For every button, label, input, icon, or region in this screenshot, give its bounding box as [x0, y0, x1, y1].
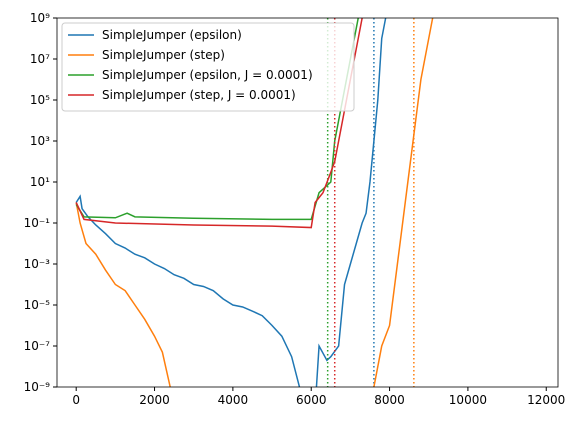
legend-box: [61, 22, 355, 112]
legend-label: SimpleJumper (epsilon, J = 0.0001): [102, 68, 313, 82]
y-tick-label: 10³: [30, 134, 50, 148]
y-tick-label: 10⁻⁷: [24, 339, 51, 353]
x-tick-label: 6000: [296, 393, 327, 407]
x-tick-label: 2000: [139, 393, 170, 407]
x-tick-label: 8000: [374, 393, 405, 407]
y-tick-label: 10⁻⁹: [24, 380, 51, 394]
y-tick-label: 10⁻³: [24, 257, 51, 271]
legend-label: SimpleJumper (step, J = 0.0001): [102, 88, 296, 102]
legend-label: SimpleJumper (step): [102, 48, 225, 62]
y-tick-label: 10⁷: [30, 52, 50, 66]
y-tick-label: 10⁹: [30, 11, 50, 25]
legend-label: SimpleJumper (epsilon): [102, 28, 242, 42]
y-tick-label: 10⁻¹: [24, 216, 51, 230]
series-line: [75, 18, 434, 387]
y-tick-label: 10¹: [30, 175, 50, 189]
x-tick-label: 4000: [218, 393, 249, 407]
series-line: [75, 18, 387, 387]
x-tick-label: 12000: [527, 393, 565, 407]
y-tick-label: 10⁵: [30, 93, 50, 107]
x-tick-label: 0: [72, 393, 80, 407]
axes-frame: [56, 17, 559, 388]
x-tick-label: 10000: [449, 393, 487, 407]
y-tick-label: 10⁻⁵: [24, 298, 51, 312]
